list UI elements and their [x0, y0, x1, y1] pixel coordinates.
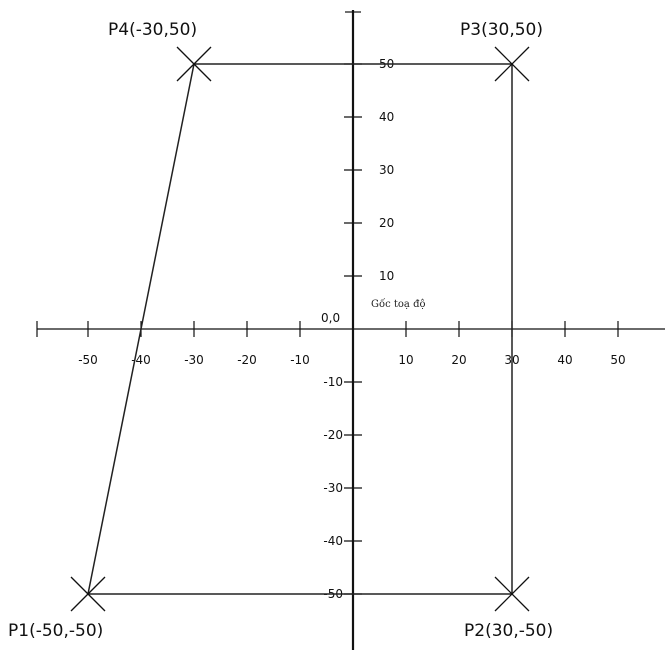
origin-label: 0,0 — [321, 311, 340, 325]
point-marker-stroke — [494, 46, 530, 82]
y-tick-label: 40 — [379, 110, 394, 124]
point-marker-stroke — [70, 576, 106, 612]
x-tick-label: -10 — [290, 353, 310, 367]
x-tick-label: -20 — [237, 353, 257, 367]
point-label-p1: P1(-50,-50) — [8, 621, 103, 641]
y-tick-label: -30 — [323, 481, 343, 495]
point-marker-stroke — [494, 576, 530, 612]
origin-note: Gốc toạ độ — [371, 299, 426, 310]
x-tick-label: 50 — [610, 353, 625, 367]
y-tick-label: 10 — [379, 269, 394, 283]
x-tick-label: 10 — [398, 353, 413, 367]
point-labels: P1(-50,-50) P2(30,-50) P3(30,50) P4(-30,50) — [8, 20, 553, 641]
point-label-p4: P4(-30,50) — [108, 20, 197, 40]
y-tick-label: 20 — [379, 216, 394, 230]
y-tick-label: -10 — [323, 375, 343, 389]
point-label-p2: P2(30,-50) — [464, 621, 553, 641]
y-tick-label: 30 — [379, 163, 394, 177]
point-markers — [70, 46, 530, 612]
y-tick-label: -20 — [323, 428, 343, 442]
axes — [36, 10, 665, 650]
x-tick-label: -30 — [184, 353, 204, 367]
y-tick-label: -40 — [323, 534, 343, 548]
point-label-p3: P3(30,50) — [460, 20, 543, 40]
point-marker-stroke — [176, 46, 212, 82]
x-tick-label: 40 — [557, 353, 572, 367]
x-tick-label: -50 — [78, 353, 98, 367]
x-tick-label: 20 — [451, 353, 466, 367]
